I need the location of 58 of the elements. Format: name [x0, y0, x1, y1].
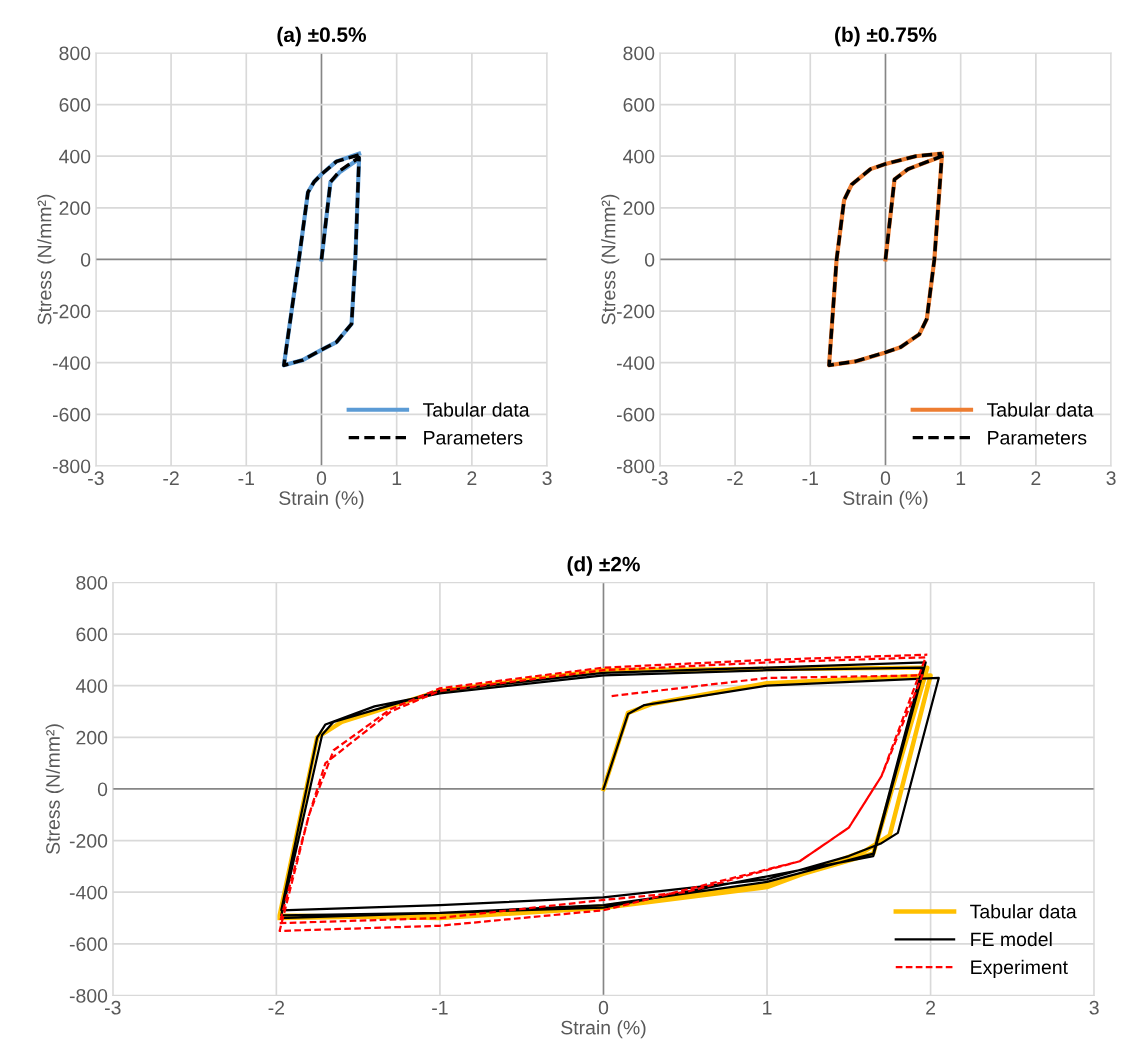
y-tick-label: -200 — [52, 304, 91, 319]
x-tick-label: -1 — [802, 471, 818, 485]
x-tick-label: 0 — [598, 1000, 609, 1015]
x-tick-label: 2 — [1031, 471, 1041, 485]
y-tick-label: 600 — [623, 98, 655, 112]
legend-label: Parameters — [988, 431, 1087, 445]
x-tick-label: -1 — [432, 1001, 448, 1015]
y-tick-label: -200 — [69, 834, 108, 848]
legend-label: FE model — [971, 931, 1052, 947]
x-tick-label: 1 — [763, 1001, 772, 1015]
x-tick-label: 3 — [1106, 471, 1116, 486]
y-tick-label: -400 — [616, 356, 655, 370]
y-tick-label: 200 — [59, 201, 91, 216]
y-tick-label: 800 — [623, 46, 655, 61]
x-tick-label: -2 — [163, 471, 179, 485]
x-tick-label: 1 — [956, 471, 966, 485]
y-tick-label: -800 — [69, 988, 108, 1003]
x-tick-label: -2 — [268, 1000, 285, 1015]
y-tick-label: -400 — [69, 885, 108, 900]
y-axis-title: Stress (N/mm²) — [45, 724, 64, 854]
x-tick-label: -1 — [238, 471, 254, 485]
x-tick-label: -2 — [727, 471, 743, 485]
y-tick-label: 400 — [59, 149, 91, 164]
y-tick-label: 0 — [80, 252, 91, 267]
y-tick-label: 400 — [623, 149, 655, 164]
legend-label: Tabular data — [423, 402, 530, 417]
legend-label: Experiment — [971, 959, 1068, 978]
x-axis-title: Strain (%) — [561, 1020, 646, 1039]
x-tick-label: 3 — [542, 471, 552, 486]
y-tick-label: 800 — [59, 46, 91, 61]
chart-title: (b) ±0.75% — [835, 26, 937, 47]
x-axis-title: Strain (%) — [279, 490, 364, 509]
y-tick-label: -200 — [616, 304, 655, 319]
y-tick-label: 200 — [76, 730, 108, 745]
y-tick-label: 800 — [76, 575, 108, 590]
x-tick-label: -3 — [105, 1000, 121, 1015]
legend-label: Tabular data — [970, 904, 1077, 919]
x-tick-label: 0 — [316, 471, 327, 486]
chart-title: (d) ±2% — [567, 556, 640, 576]
y-tick-label: -600 — [616, 407, 655, 422]
x-tick-label: 2 — [467, 471, 477, 485]
y-tick-label: 0 — [644, 252, 655, 267]
y-tick-label: 600 — [76, 627, 108, 642]
y-tick-label: -600 — [52, 407, 91, 422]
y-tick-label: 200 — [623, 201, 655, 216]
y-tick-label: -400 — [52, 356, 91, 370]
x-tick-label: 2 — [926, 1000, 936, 1015]
y-tick-label: 400 — [75, 679, 108, 693]
x-tick-label: 1 — [392, 471, 402, 485]
y-tick-label: 600 — [59, 98, 91, 112]
y-tick-label: -600 — [69, 937, 108, 952]
y-tick-label: 0 — [97, 782, 108, 797]
x-tick-label: 3 — [1089, 1000, 1099, 1015]
x-axis-title: Strain (%) — [843, 490, 928, 509]
x-tick-label: 0 — [880, 471, 891, 486]
legend-label: Parameters — [424, 431, 523, 445]
legend-label: Tabular data — [987, 402, 1094, 417]
chart-title: (a) ±0.5% — [277, 26, 367, 47]
